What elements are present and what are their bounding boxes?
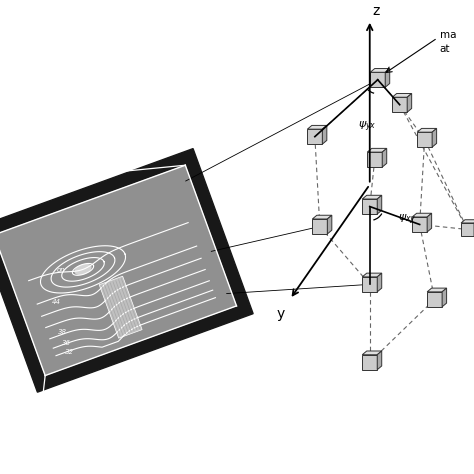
Polygon shape [442, 288, 447, 307]
Polygon shape [99, 276, 142, 338]
Polygon shape [362, 277, 377, 292]
Text: z: z [373, 4, 380, 18]
Polygon shape [367, 148, 387, 152]
Polygon shape [412, 213, 432, 217]
Polygon shape [417, 128, 437, 132]
Polygon shape [461, 223, 474, 236]
Polygon shape [417, 132, 432, 147]
Polygon shape [0, 149, 253, 392]
Polygon shape [377, 195, 382, 214]
Text: y: y [277, 307, 285, 321]
Polygon shape [370, 72, 385, 87]
Polygon shape [377, 351, 382, 370]
Text: ma: ma [439, 30, 456, 40]
Polygon shape [362, 199, 377, 214]
Text: 32: 32 [65, 349, 74, 356]
Polygon shape [432, 128, 437, 147]
Polygon shape [392, 93, 411, 97]
Text: at: at [439, 44, 450, 54]
Polygon shape [461, 220, 474, 223]
Polygon shape [367, 152, 382, 167]
Polygon shape [385, 69, 390, 87]
Polygon shape [412, 217, 427, 232]
Text: $\psi_{yx}$: $\psi_{yx}$ [358, 119, 376, 134]
Polygon shape [377, 273, 382, 292]
Text: $\psi_{xy}$: $\psi_{xy}$ [398, 212, 416, 227]
Text: 38: 38 [58, 328, 67, 335]
Polygon shape [328, 215, 332, 234]
Polygon shape [362, 273, 382, 277]
Polygon shape [312, 219, 328, 234]
Text: 44: 44 [52, 299, 61, 305]
Polygon shape [427, 213, 432, 232]
Polygon shape [370, 69, 390, 72]
Polygon shape [74, 264, 91, 275]
Polygon shape [0, 165, 237, 375]
Polygon shape [322, 126, 327, 144]
Polygon shape [362, 195, 382, 199]
Polygon shape [307, 126, 327, 129]
Polygon shape [407, 93, 411, 112]
Polygon shape [307, 129, 322, 144]
Polygon shape [362, 351, 382, 355]
Polygon shape [427, 292, 442, 307]
Text: 36: 36 [62, 340, 71, 346]
Polygon shape [382, 148, 387, 167]
Text: on: on [57, 267, 65, 273]
Polygon shape [362, 355, 377, 370]
Polygon shape [312, 215, 332, 219]
Polygon shape [427, 288, 447, 292]
Polygon shape [392, 97, 407, 112]
